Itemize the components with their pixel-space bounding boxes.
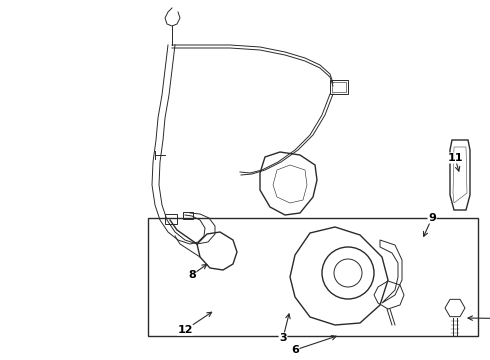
Text: 6: 6 (291, 345, 299, 355)
Text: 11: 11 (447, 153, 463, 163)
Bar (332, 82, 346, 92)
Text: 12: 12 (177, 325, 193, 335)
Bar (148, 218, 478, 336)
Text: 3: 3 (279, 333, 287, 343)
Bar (165, 214, 177, 224)
Bar (183, 212, 193, 219)
Text: 9: 9 (428, 213, 436, 223)
Bar (330, 80, 348, 94)
Text: 8: 8 (188, 270, 196, 280)
